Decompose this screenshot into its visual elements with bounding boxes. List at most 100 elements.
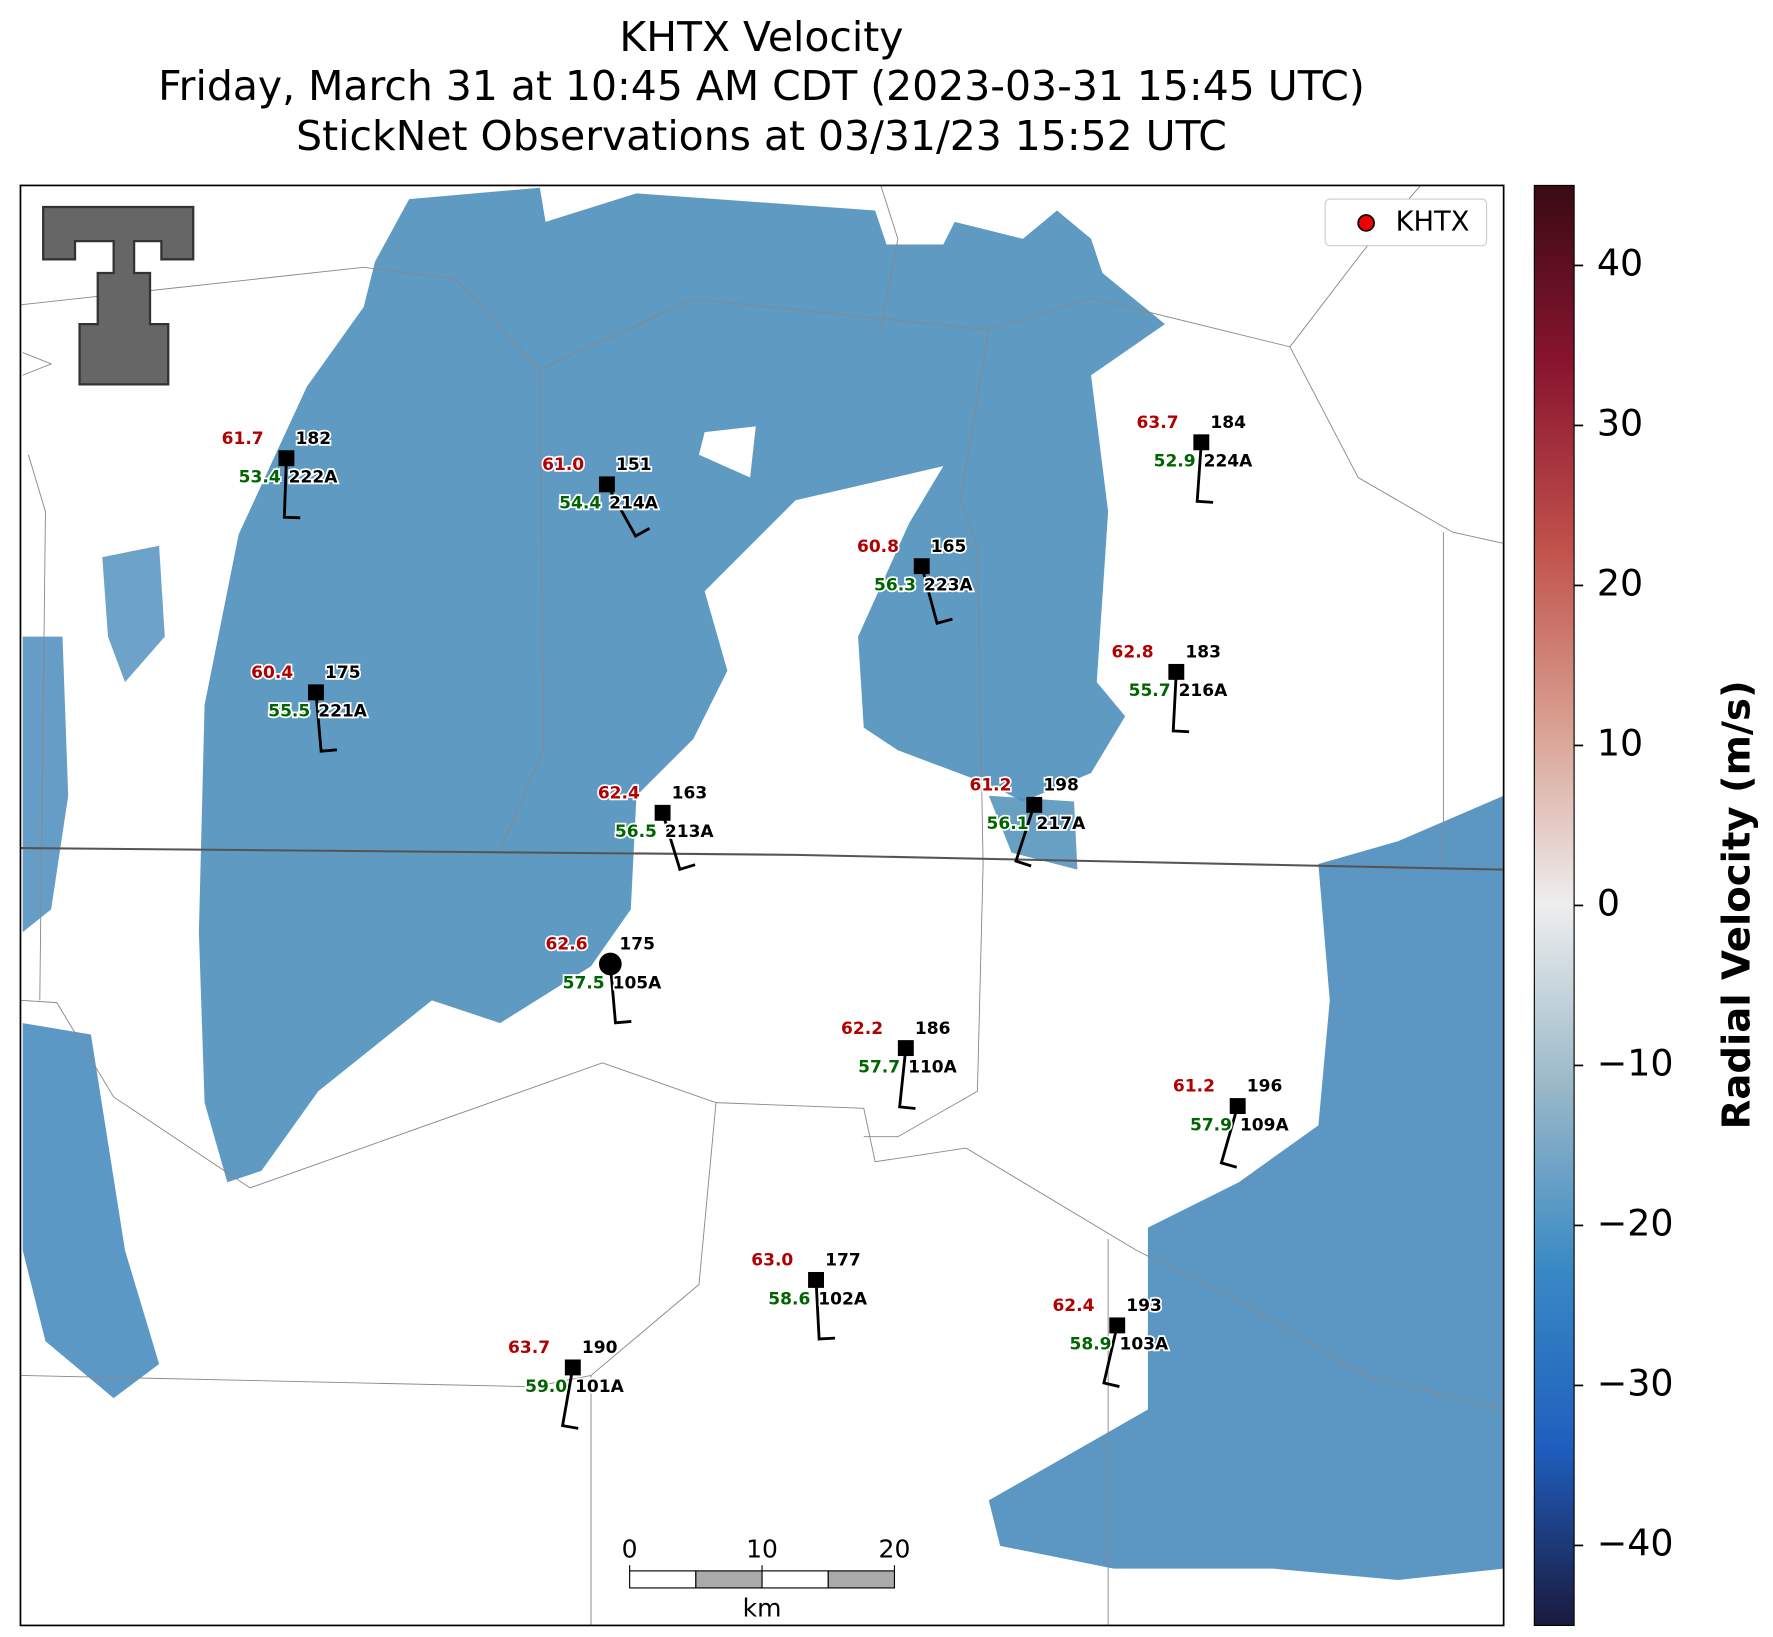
- colorbar-tick-label: −10: [1597, 1041, 1674, 1084]
- wind-direction: 184: [1210, 413, 1246, 433]
- legend-marker: [1357, 214, 1375, 232]
- station-id: 222A: [289, 468, 339, 488]
- dewpoint: 52.9: [1154, 452, 1196, 472]
- dewpoint: 59.0: [525, 1377, 567, 1397]
- legend-box: [1324, 198, 1488, 247]
- dewpoint: 56.1: [987, 814, 1029, 834]
- colorbar-tick-label: 30: [1597, 401, 1643, 444]
- wind-barb: [560, 1367, 579, 1430]
- station-id: 217A: [1037, 814, 1087, 834]
- dewpoint: 58.6: [768, 1289, 810, 1309]
- dewpoint: 54.4: [559, 494, 601, 514]
- plot-frame: [19, 184, 1505, 1627]
- colorbar: [1533, 184, 1575, 1627]
- station-id: 214A: [609, 494, 659, 514]
- scale-bar-segment: [629, 1570, 697, 1589]
- colorbar-tick-label: 0: [1597, 881, 1620, 924]
- temperature: 62.8: [1112, 643, 1154, 663]
- temperature: 60.4: [251, 663, 293, 683]
- title-line: Friday, March 31 at 10:45 AM CDT (2023-0…: [158, 62, 1365, 110]
- wind-direction: 177: [825, 1251, 861, 1271]
- dewpoint: 53.4: [239, 468, 281, 488]
- wind-barb: [1171, 671, 1190, 734]
- dewpoint: 55.7: [1129, 681, 1171, 701]
- boundaries: [20, 185, 1504, 1626]
- wind-barb: [1014, 804, 1036, 868]
- station-id: 110A: [908, 1057, 958, 1077]
- legend: KHTX: [1324, 198, 1488, 247]
- wind-direction: 175: [325, 663, 361, 683]
- temperature: 62.6: [546, 935, 588, 955]
- station-marker: [808, 1271, 824, 1288]
- station-id: 213A: [665, 822, 715, 842]
- temperature: 61.0: [542, 455, 584, 475]
- dewpoint: 57.7: [858, 1057, 900, 1077]
- colorbar-tick-label: 20: [1597, 561, 1643, 604]
- scale-bar-unit: km: [743, 1594, 782, 1623]
- colorbar-tick-label: 40: [1597, 241, 1643, 284]
- station-marker: [564, 1359, 581, 1376]
- temperature: 60.8: [857, 537, 899, 557]
- dewpoint: 58.9: [1070, 1335, 1112, 1355]
- colorbar-tick-label: −40: [1597, 1521, 1674, 1564]
- wind-barb: [1219, 1105, 1240, 1169]
- wind-direction: 198: [1043, 776, 1079, 796]
- station-marker: [1229, 1098, 1246, 1114]
- legend-label: KHTX: [1396, 206, 1470, 237]
- wind-barb: [608, 963, 632, 1025]
- station-marker: [1026, 796, 1043, 813]
- logo: [42, 205, 195, 386]
- station-id: 216A: [1179, 681, 1229, 701]
- station-id: 224A: [1204, 452, 1254, 472]
- station-marker: [598, 952, 622, 976]
- station-marker: [308, 684, 324, 701]
- temperature: 61.2: [969, 776, 1011, 796]
- wind-direction: 196: [1247, 1077, 1283, 1097]
- station-marker: [598, 476, 615, 493]
- station-marker: [654, 804, 671, 821]
- station-marker: [278, 450, 295, 467]
- scale-bar-label: 20: [879, 1534, 911, 1563]
- temperature: 63.7: [508, 1338, 550, 1358]
- wind-barb: [898, 1047, 916, 1110]
- station-marker: [1109, 1317, 1126, 1334]
- wind-direction: 183: [1185, 643, 1221, 663]
- temperature: 61.2: [1173, 1077, 1215, 1097]
- scale-bar-segment: [827, 1570, 896, 1589]
- scale-bar-segment: [695, 1570, 763, 1589]
- temperature: 62.2: [841, 1019, 883, 1039]
- temperature: 63.7: [1137, 413, 1179, 433]
- colorbar-label: Radial Velocity (m/s): [1714, 680, 1759, 1129]
- station-marker: [897, 1040, 914, 1057]
- wind-direction: 163: [672, 783, 708, 803]
- station-marker: [1193, 434, 1210, 451]
- scale-bar-segment: [761, 1570, 829, 1589]
- wind-barb: [814, 1279, 836, 1341]
- colorbar-tick-label: −30: [1597, 1361, 1674, 1404]
- wind-direction: 151: [616, 455, 652, 475]
- temperature: 63.0: [751, 1251, 793, 1271]
- title-line: KHTX Velocity: [619, 13, 903, 61]
- wind-barb: [1102, 1325, 1120, 1388]
- wind-direction: 193: [1126, 1296, 1162, 1316]
- dewpoint: 55.5: [268, 702, 310, 722]
- dynamic-layer: −40 −30 −20 −10 0 10 20 30 40 61.7 182 53.4 222A 61.0…: [220, 241, 1674, 1623]
- station-marker: [913, 558, 930, 575]
- wind-barb: [661, 812, 696, 872]
- station-id: 102A: [818, 1289, 868, 1309]
- dewpoint: 57.9: [1190, 1115, 1232, 1135]
- dewpoint: 56.5: [615, 822, 657, 842]
- dewpoint: 56.3: [874, 576, 916, 596]
- wind-barb: [314, 692, 338, 753]
- wind-barb: [1195, 442, 1214, 504]
- temperature: 62.4: [598, 783, 640, 803]
- wind-barb: [920, 565, 953, 626]
- colorbar-tick-label: −20: [1597, 1201, 1674, 1244]
- wind-direction: 190: [582, 1338, 618, 1358]
- radar-field: [22, 187, 1504, 1580]
- station-marker: [1168, 663, 1185, 680]
- scale-bar-label: 0: [622, 1534, 638, 1563]
- wind-direction: 186: [915, 1019, 951, 1039]
- temperature: 62.4: [1052, 1296, 1094, 1316]
- wind-barb: [605, 483, 651, 538]
